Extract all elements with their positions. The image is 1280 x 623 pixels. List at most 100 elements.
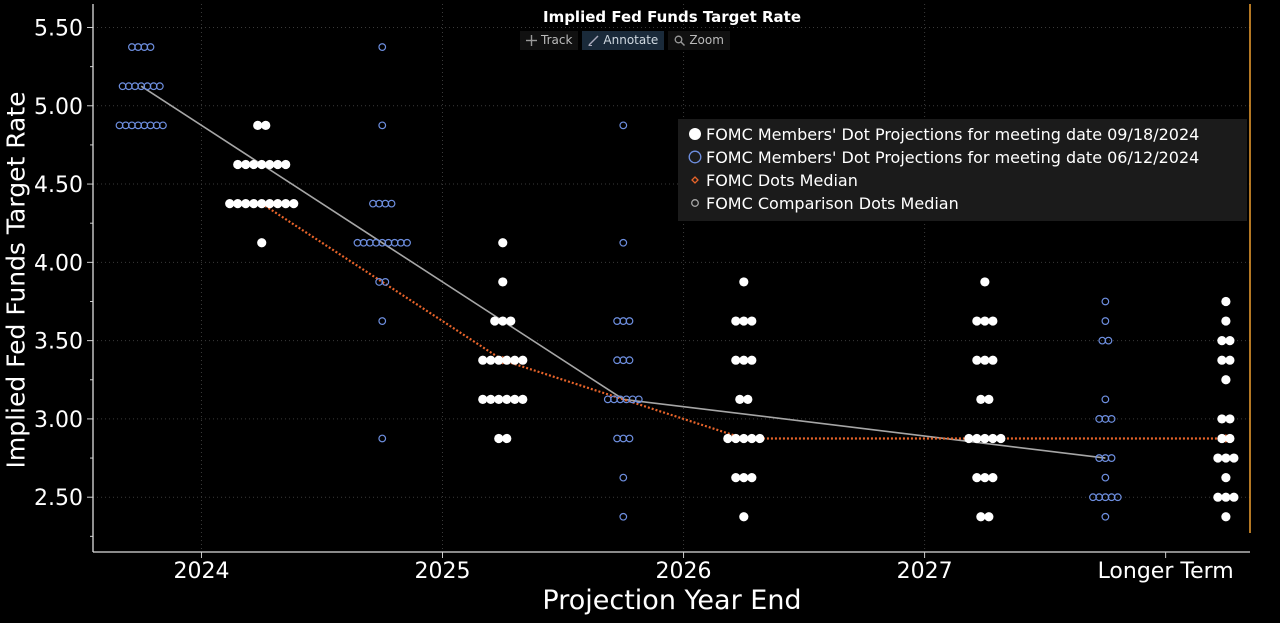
current-dot (253, 120, 263, 130)
crosshair-icon (526, 35, 537, 46)
zoom-button[interactable]: Zoom (668, 31, 730, 50)
current-dot (510, 394, 520, 404)
previous-dot (1101, 317, 1110, 325)
current-dot (1217, 355, 1227, 365)
magnifier-icon (674, 35, 686, 46)
legend-item-current-dots: FOMC Members' Dot Projections for meetin… (688, 123, 1199, 145)
current-dot (478, 394, 488, 404)
current-dot (261, 120, 271, 130)
x-axis-title: Projection Year End (542, 585, 802, 616)
x-tick-label: Longer Term (1098, 559, 1234, 584)
current-dot (739, 433, 749, 444)
track-button[interactable]: Track (520, 31, 579, 50)
current-dot (518, 394, 528, 404)
y-tick-label: 2.50 (34, 486, 83, 511)
current-dot (249, 159, 259, 170)
previous-dot (1107, 415, 1116, 423)
previous-dot (619, 238, 628, 247)
current-dot (1217, 414, 1227, 424)
current-dot (1225, 433, 1235, 444)
orange-diamond-icon (691, 176, 699, 184)
track-label: Track (541, 33, 573, 47)
current-dot (1221, 473, 1231, 483)
pencil-icon (588, 35, 599, 46)
current-dot (980, 433, 990, 444)
current-dot (972, 473, 982, 483)
current-dot (972, 433, 982, 444)
current-dot (1221, 512, 1231, 522)
current-dot (502, 433, 512, 444)
current-dot (996, 433, 1006, 444)
current-dot (1221, 316, 1231, 326)
current-dot (980, 277, 990, 287)
y-tick-label: 5.00 (34, 95, 83, 120)
chart-legend: FOMC Members' Dot Projections for meetin… (678, 119, 1247, 221)
current-dot (241, 199, 251, 209)
annotate-button[interactable]: Annotate (582, 31, 665, 50)
current-dot (1217, 336, 1227, 346)
current-dot (490, 316, 500, 326)
current-dot (980, 473, 990, 483)
current-dot (225, 199, 235, 209)
y-tick-label: 3.00 (34, 408, 83, 433)
current-dot (976, 512, 986, 522)
current-dot (988, 316, 998, 326)
current-dot (976, 394, 986, 404)
previous-dot (378, 434, 387, 443)
x-tick-label: 2024 (173, 559, 229, 584)
current-dot (984, 512, 994, 522)
current-dot (265, 159, 275, 170)
current-dot (731, 355, 741, 365)
annotate-label: Annotate (603, 33, 659, 47)
legend-item-median: FOMC Dots Median (688, 169, 858, 191)
current-dot (755, 433, 765, 444)
current-dot (731, 473, 741, 483)
current-dot (972, 355, 982, 365)
current-dot (739, 473, 749, 483)
current-dot (988, 355, 998, 365)
previous-dot (625, 317, 634, 325)
previous-dot (625, 356, 634, 365)
current-dot (747, 433, 757, 444)
current-dot (739, 277, 749, 287)
legend-label-previous-dots: FOMC Members' Dot Projections for meetin… (706, 147, 1200, 167)
current-dot (273, 199, 283, 209)
current-dot (1221, 296, 1231, 307)
legend-label-comparison-median: FOMC Comparison Dots Median (706, 193, 959, 213)
previous-dot (1101, 512, 1110, 521)
current-dot (731, 316, 741, 326)
current-dot (506, 316, 516, 326)
previous-dot (155, 82, 164, 91)
current-dot (964, 433, 974, 444)
current-dot (739, 316, 749, 326)
current-dot (257, 238, 267, 248)
current-dot (735, 394, 745, 404)
current-dot (988, 473, 998, 483)
current-dot (486, 355, 496, 365)
current-dot (502, 355, 512, 365)
current-dot (1229, 453, 1239, 463)
filled-dot-icon (689, 128, 701, 140)
previous-dot (619, 512, 628, 521)
current-dot (233, 159, 243, 170)
current-dot (502, 394, 512, 404)
current-dot (1217, 433, 1227, 444)
current-dot (249, 199, 259, 209)
y-axis-title: Implied Fed Funds Target Rate (1, 91, 31, 469)
current-dot (1213, 453, 1223, 463)
previous-dot (146, 43, 155, 51)
current-dot (747, 316, 757, 326)
x-tick-label: 2026 (656, 559, 712, 584)
hollow-dot-icon (688, 150, 702, 164)
previous-dot (378, 43, 387, 51)
current-dot (1229, 492, 1239, 502)
current-dot (510, 355, 520, 365)
previous-dot (619, 473, 628, 482)
current-dot (1213, 492, 1223, 502)
previous-dot (619, 121, 628, 130)
previous-dot (403, 238, 411, 247)
current-dot (281, 159, 291, 170)
dots-layer (115, 43, 1239, 522)
current-dot (486, 394, 496, 404)
legend-label-current-dots: FOMC Members' Dot Projections for meetin… (706, 124, 1200, 144)
